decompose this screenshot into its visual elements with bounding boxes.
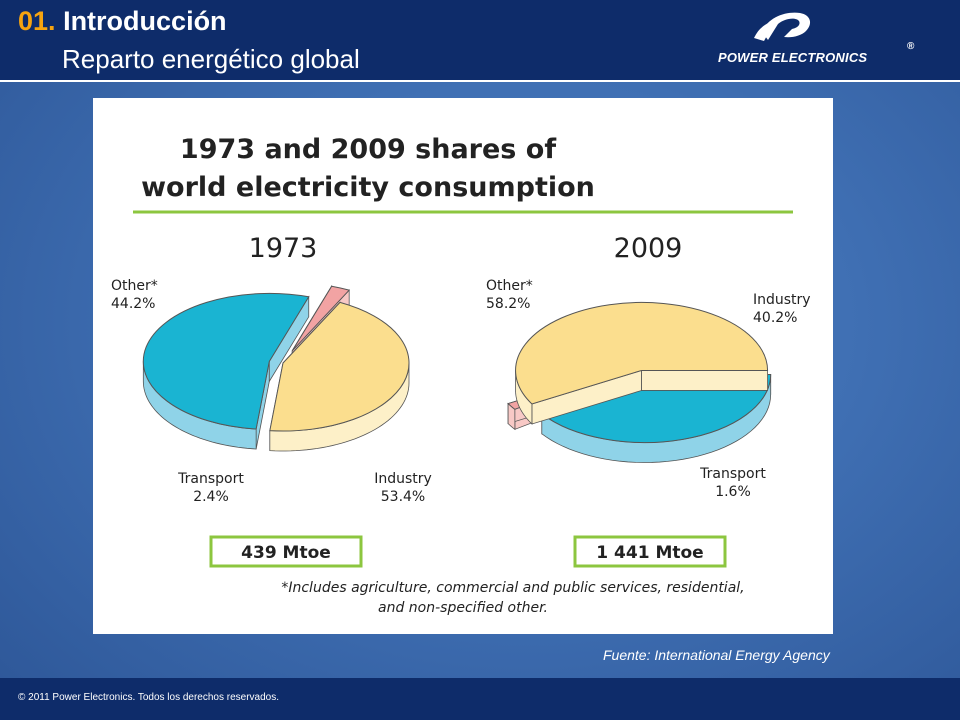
- label-1973-other: Other*: [111, 278, 158, 294]
- slice-top-2009-other: [515, 301, 769, 405]
- chart-title-line2: world electricity consumption: [141, 172, 595, 203]
- footnote-line1: *Includes agriculture, commercial and pu…: [281, 580, 744, 596]
- slice-top-1973-other: [269, 301, 410, 432]
- total-2009-box: [573, 535, 727, 568]
- slice-1973-other: [269, 301, 410, 452]
- slice-top-1973-industry: [142, 292, 310, 430]
- pie-year-2009: 2009: [614, 233, 683, 264]
- logo-name: POWER ELECTRONICS: [718, 50, 868, 65]
- slide-header: 01. Introducción Reparto energético glob…: [0, 0, 960, 82]
- electricity-consumption-chart: 1973 and 2009 shares of world electricit…: [111, 134, 811, 616]
- slice-top-2009-industry: [540, 374, 772, 444]
- label-2009-industry: Industry: [753, 292, 811, 308]
- value-1973-transport: 2.4%: [193, 489, 229, 505]
- value-1973-industry: 53.4%: [381, 489, 425, 505]
- total-1973: 439 Mtoe: [241, 543, 331, 563]
- section-title: Introducción: [63, 6, 227, 36]
- registered-mark: ®: [907, 41, 915, 52]
- label-1973-industry: Industry: [374, 471, 432, 487]
- value-2009-transport: 1.6%: [715, 484, 751, 500]
- slide-footer: © 2011 Power Electronics. Todos los dere…: [0, 678, 960, 720]
- section-number: 01.: [18, 6, 56, 36]
- slide-title: 01. Introducción: [18, 6, 227, 37]
- label-2009-other: Other*: [486, 278, 533, 294]
- pie-1973: [142, 284, 410, 452]
- value-2009-other: 58.2%: [486, 296, 530, 312]
- pie-year-1973: 1973: [249, 233, 318, 264]
- copyright-text: © 2011 Power Electronics. Todos los dere…: [18, 692, 280, 703]
- slide-subtitle: Reparto energético global: [62, 44, 360, 74]
- value-2009-industry: 40.2%: [753, 310, 797, 326]
- label-2009-transport: Transport: [699, 466, 766, 482]
- slice-2009-other: [515, 301, 769, 425]
- chart-title-line1: 1973 and 2009 shares of: [180, 134, 556, 165]
- slice-wall-2009-other-1: [641, 370, 768, 391]
- source-note: Fuente: International Energy Agency: [603, 647, 830, 663]
- slice-top-1973-transport: [291, 285, 351, 352]
- power-electronics-logo: POWER ELECTRONICS ®: [710, 8, 940, 72]
- total-1973-box: [209, 535, 363, 568]
- label-1973-transport: Transport: [177, 471, 244, 487]
- slice-1973-industry: [142, 292, 310, 450]
- total-2009: 1 441 Mtoe: [596, 543, 703, 563]
- value-1973-other: 44.2%: [111, 296, 155, 312]
- footnote-line2: and non-specified other.: [378, 600, 548, 616]
- logo-emblem-icon: [754, 12, 811, 41]
- chart-panel: 1973 and 2009 shares of world electricit…: [93, 98, 833, 634]
- pie-2009: [507, 301, 772, 463]
